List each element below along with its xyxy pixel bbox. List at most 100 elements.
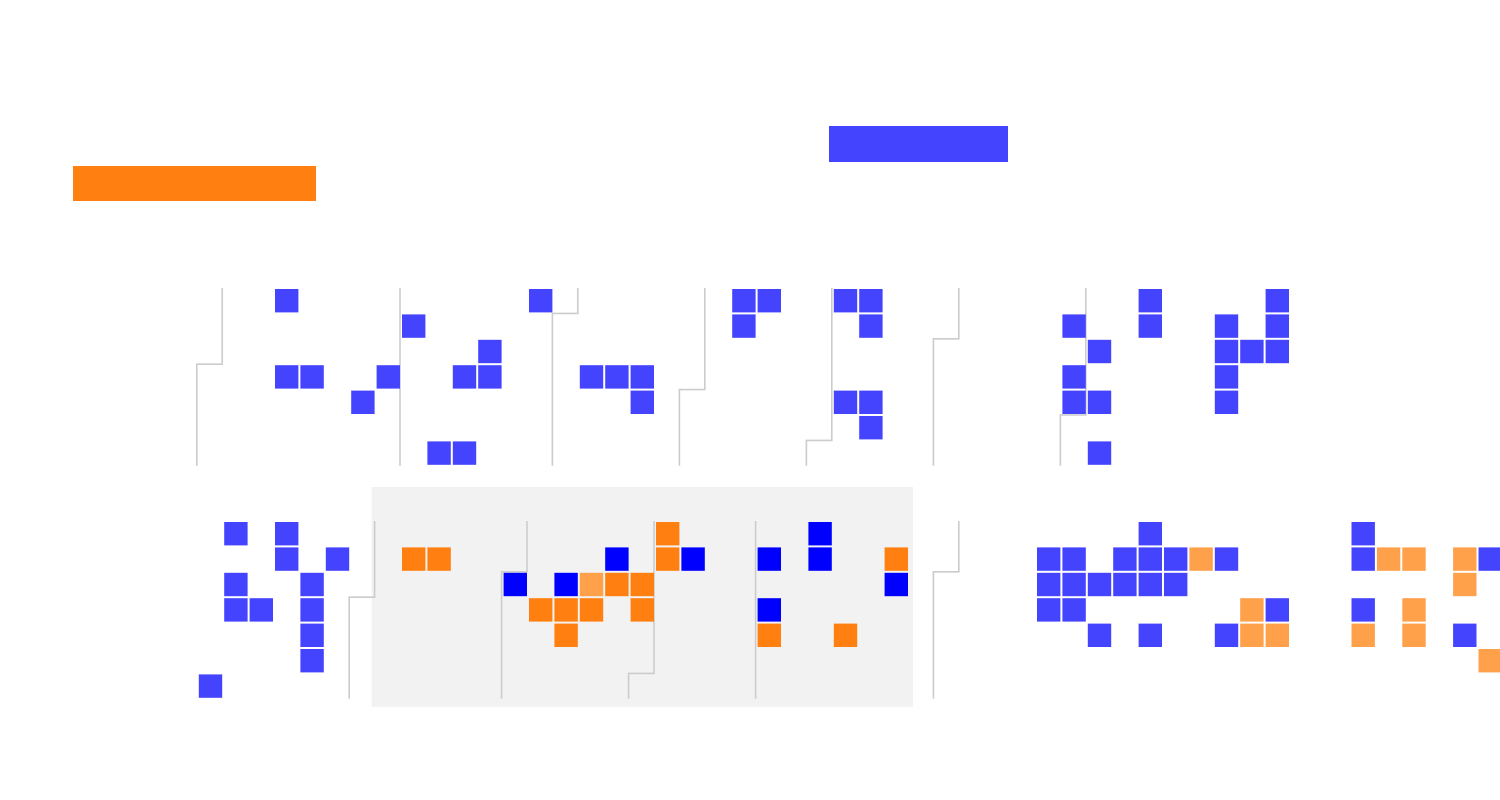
heatmap-cell [1478,547,1500,571]
heatmap-cell [1138,623,1162,647]
heatmap-cell [630,572,654,597]
heatmap-cell [732,289,756,313]
heatmap-cell [1240,598,1264,622]
heatmap-cell [1214,314,1239,338]
heatmap-cell [884,572,908,597]
heatmap-cell [249,598,273,622]
heatmap-cell [1062,547,1086,571]
heatmap-cell [1189,547,1213,571]
heatmap-cell [1402,598,1426,622]
heatmap-cell [1138,522,1162,546]
heatmap-cell [1138,572,1162,597]
heatmap-cell [1062,365,1086,389]
heatmap-cell [275,547,299,571]
heatmap-cell [605,547,629,571]
month-divider [932,288,960,466]
heatmap-cell [300,649,324,673]
heatmap-cell [1087,390,1112,414]
heatmap-cell [529,598,553,622]
heatmap-cell [478,365,502,389]
heatmap-cell [554,623,578,647]
heatmap-cell [1214,339,1239,364]
heatmap-cell [351,390,375,414]
heatmap-cell [224,598,248,622]
heatmap-cell [1138,547,1162,571]
heatmap-cell [1376,547,1401,571]
heatmap-cell [452,365,477,389]
legend-swatch-blue [829,126,1008,162]
heatmap-cell [554,572,578,597]
heatmap-cell [1240,623,1264,647]
heatmap-cell [579,365,604,389]
heatmap-cell [300,623,324,647]
heatmap-cell [1265,314,1289,338]
heatmap-cell [300,598,324,622]
heatmap-cell [452,441,477,465]
heatmap-cells [198,289,1500,698]
heatmap-cell [757,598,781,622]
month-divider [551,288,579,466]
heatmap-cell [859,289,883,313]
heatmap-cell [275,365,299,389]
heatmap-cell [1037,547,1061,571]
heatmap-cell [300,572,324,597]
heatmap-cell [1062,314,1086,338]
heatmap-cell [1037,598,1061,622]
legend-swatch-orange [73,166,316,201]
heatmap-cell [1087,572,1112,597]
heatmap-cell [605,365,629,389]
heatmap-cell [1265,339,1289,364]
heatmap-cell [376,365,400,389]
heatmap-cell [198,674,223,698]
heatmap-cell [681,547,705,571]
heatmap-cell [1402,547,1426,571]
heatmap-cell [427,441,451,465]
heatmap-cell [859,314,883,338]
heatmap-cell [554,598,578,622]
heatmap-cell [884,547,908,571]
heatmap-cell [833,623,858,647]
heatmap-cell [1453,547,1477,571]
heatmap-cell [402,314,426,338]
heatmap-cell [1265,623,1289,647]
heatmap-cell [757,547,781,571]
heatmap-cell [1062,572,1086,597]
heatmap-cell [732,314,756,338]
heatmap-cell [1214,623,1239,647]
heatmap-cell [1351,598,1375,622]
heatmap-cell [1138,289,1162,313]
legend [73,126,1008,201]
heatmap-cell [1037,572,1061,597]
heatmap-cell [275,522,299,546]
heatmap-cell [1351,623,1375,647]
heatmap-cell [630,390,654,414]
heatmap-cell [656,547,680,571]
month-divider [932,521,960,699]
heatmap-cell [1087,441,1112,465]
heatmap-cell [833,390,858,414]
heatmap-cell [579,572,604,597]
heatmap-cell [808,522,832,546]
heatmap-cell [656,522,680,546]
heatmap-cell [325,547,350,571]
heatmap-cell [1113,572,1137,597]
heatmap-cell [1453,623,1477,647]
heatmap-cell [503,572,527,597]
heatmap-cell [859,390,883,414]
heatmap-cell [808,547,832,571]
heatmap-cell [224,572,248,597]
heatmap-cell [1453,572,1477,597]
heatmap-cell [1164,572,1188,597]
month-divider [805,288,833,466]
heatmap-cell [402,547,426,571]
heatmap-cell [833,289,858,313]
heatmap-cell [300,365,324,389]
month-divider [348,521,376,699]
heatmap-cell [859,416,883,440]
heatmap-cell [1062,598,1086,622]
heatmap-cell [757,289,781,313]
heatmap-cell [1240,339,1264,364]
heatmap-cell [1214,365,1239,389]
heatmap-cell [1265,289,1289,313]
